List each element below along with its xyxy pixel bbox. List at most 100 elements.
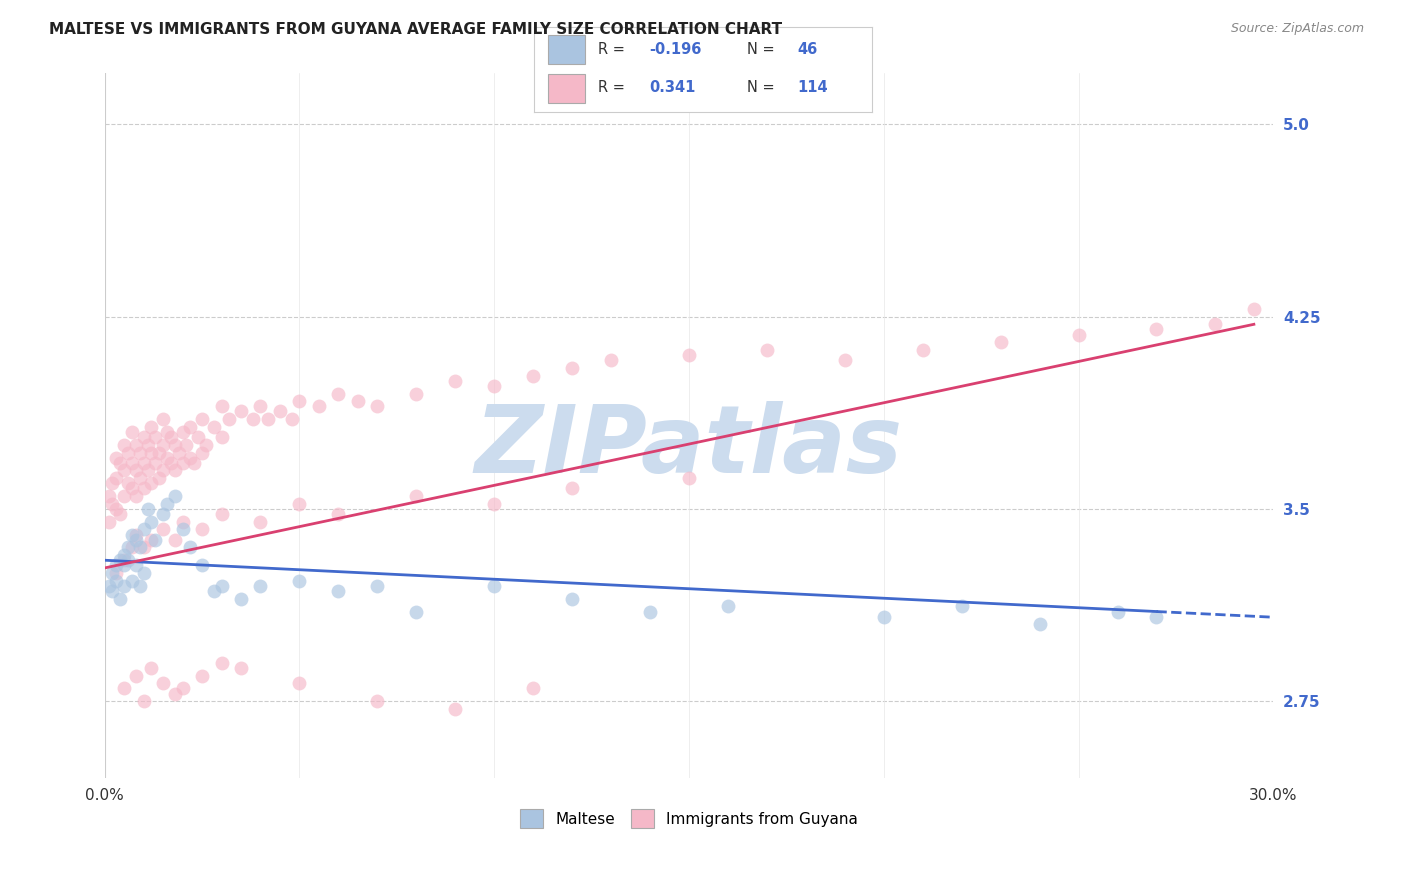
Point [156, 497, 179, 511]
Point [600, 353, 623, 368]
Text: Source: ZipAtlas.com: Source: ZipAtlas.com [1230, 22, 1364, 36]
Point [112, 438, 135, 452]
Point [191, 412, 214, 426]
Point [163, 687, 186, 701]
Point [152, 438, 174, 452]
Point [1107, 605, 1129, 619]
Point [105, 566, 128, 580]
Point [105, 574, 128, 588]
Point [105, 558, 128, 573]
Point [112, 681, 135, 696]
Point [125, 527, 148, 541]
Point [249, 400, 271, 414]
Point [132, 541, 155, 555]
Point [950, 599, 973, 614]
Point [112, 558, 135, 573]
Point [405, 489, 427, 503]
Point [176, 438, 198, 452]
Point [125, 668, 148, 682]
Point [152, 676, 174, 690]
Text: -0.196: -0.196 [650, 42, 702, 57]
Point [160, 456, 183, 470]
Point [163, 533, 186, 547]
Point [366, 579, 388, 593]
Point [152, 523, 174, 537]
Point [141, 515, 163, 529]
Point [444, 374, 467, 388]
Point [110, 591, 132, 606]
Point [405, 605, 427, 619]
Point [269, 404, 291, 418]
Point [288, 497, 311, 511]
Point [136, 438, 159, 452]
Point [105, 502, 128, 516]
Point [1243, 301, 1265, 316]
Text: N =: N = [747, 42, 779, 57]
Point [163, 438, 186, 452]
Point [110, 553, 132, 567]
Point [288, 676, 311, 690]
Point [121, 541, 143, 555]
Point [229, 661, 252, 675]
Point [117, 445, 139, 459]
Point [1028, 617, 1050, 632]
Point [132, 430, 155, 444]
Point [308, 400, 330, 414]
Point [117, 541, 139, 555]
Point [167, 445, 190, 459]
Text: ZIPatlas: ZIPatlas [475, 401, 903, 492]
Point [249, 515, 271, 529]
Point [191, 445, 214, 459]
Point [141, 476, 163, 491]
FancyBboxPatch shape [548, 35, 585, 64]
Point [172, 456, 194, 470]
Point [755, 343, 778, 357]
Point [125, 558, 148, 573]
Point [484, 579, 506, 593]
Point [202, 420, 225, 434]
Point [121, 456, 143, 470]
Point [97, 489, 120, 503]
Point [136, 502, 159, 516]
Point [366, 694, 388, 708]
Point [288, 574, 311, 588]
Point [211, 430, 233, 444]
Point [183, 456, 205, 470]
Point [141, 445, 163, 459]
Text: 46: 46 [797, 42, 818, 57]
Point [678, 471, 700, 485]
Point [444, 702, 467, 716]
Point [328, 386, 350, 401]
Point [156, 450, 179, 465]
Point [128, 445, 150, 459]
Point [105, 450, 128, 465]
Point [328, 584, 350, 599]
Point [191, 558, 214, 573]
Point [110, 456, 132, 470]
Legend: Maltese, Immigrants from Guyana: Maltese, Immigrants from Guyana [515, 803, 863, 834]
Point [97, 579, 120, 593]
Point [136, 463, 159, 477]
Point [218, 412, 240, 426]
Point [160, 430, 183, 444]
Point [125, 533, 148, 547]
Point [211, 579, 233, 593]
Point [112, 579, 135, 593]
Point [125, 489, 148, 503]
Point [179, 450, 201, 465]
Point [152, 412, 174, 426]
Text: 114: 114 [797, 80, 828, 95]
Point [834, 353, 856, 368]
Point [163, 489, 186, 503]
Point [105, 471, 128, 485]
Point [873, 609, 896, 624]
Point [522, 368, 544, 383]
Point [717, 599, 740, 614]
Point [112, 548, 135, 562]
Point [211, 507, 233, 521]
Point [194, 438, 217, 452]
Point [121, 482, 143, 496]
Point [141, 420, 163, 434]
Point [101, 476, 124, 491]
Point [121, 574, 143, 588]
